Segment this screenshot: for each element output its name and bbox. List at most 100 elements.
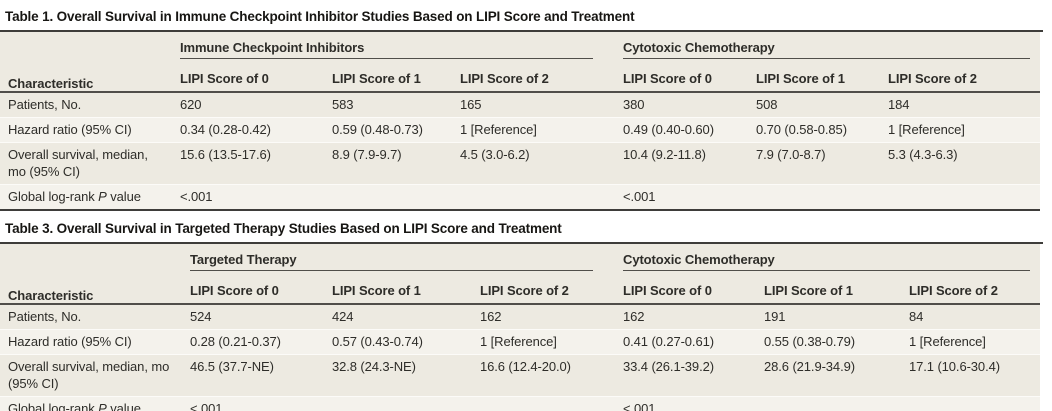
cell-value: 16.6 (12.4-20.0) [480,359,571,374]
row-patients: Patients, No. 620 583 165 380 508 184 [0,92,1041,118]
cell-value: 0.70 (0.58-0.85) [756,122,847,137]
cell-value: 28.6 (21.9-34.9) [764,359,855,374]
cell-value: 424 [332,309,354,324]
cell-value: 0.28 (0.21-0.37) [190,334,281,349]
cell-value: 8.9 (7.9-9.7) [332,147,402,162]
spanner-label: Immune Checkpoint Inhibitors [180,37,594,59]
cell-value: 184 [888,97,910,112]
col-header-tt-lipi-0: LIPI Score of 0 [182,271,324,305]
col-header-chemo-lipi-2: LIPI Score of 2 [880,59,1041,93]
cell-value [452,185,615,211]
table-3-title: Table 3. Overall Survival in Targeted Th… [5,221,562,236]
col-header-characteristic: Characteristic [0,244,182,305]
cell-value: 0.55 (0.38-0.79) [764,334,855,349]
column-header-row: LIPI Score of 0 LIPI Score of 1 LIPI Sco… [0,271,1041,305]
cell-value: 0.57 (0.43-0.74) [332,334,423,349]
row-hazard-ratio: Hazard ratio (95% CI) 0.34 (0.28-0.42) 0… [0,117,1041,143]
cell-value: 10.4 (9.2-11.8) [623,147,706,162]
col-header-ici-lipi-1: LIPI Score of 1 [324,59,452,93]
row-label-italic-p: P [98,401,107,411]
cell-value: 7.9 (7.0-8.7) [756,147,826,162]
col-header-ici-lipi-2: LIPI Score of 2 [452,59,616,93]
table-1-grid: Characteristic Immune Checkpoint Inhibit… [0,32,1041,211]
cell-value: 0.59 (0.48-0.73) [332,122,423,137]
spanner-row: Characteristic Targeted Therapy Cytotoxi… [0,244,1040,305]
spanner-label: Cytotoxic Chemotherapy [623,249,1031,271]
row-overall-survival: Overall survival, median, mo (95% CI) 46… [0,354,1041,397]
cell-value: 162 [480,309,502,324]
cell-value: 4.5 (3.0-6.2) [460,147,530,162]
row-label: Patients, No. [8,309,82,324]
col-header-ici-lipi-0: LIPI Score of 0 [172,59,324,93]
cell-value: 5.3 (4.3-6.3) [888,147,958,162]
row-overall-survival: Overall survival, median, mo (95% CI) 15… [0,142,1041,185]
cell-value [880,185,1040,211]
col-header-tt-lipi-2: LIPI Score of 2 [472,271,616,305]
cell-value [901,397,1040,411]
cell-value: 1 [Reference] [909,334,986,349]
row-label: Hazard ratio (95% CI) [8,334,132,349]
cell-value: 0.34 (0.28-0.42) [180,122,271,137]
cell-value: 46.5 (37.7-NE) [190,359,274,374]
table-1: Table 1. Overall Survival in Immune Chec… [0,9,1043,211]
table-3: Table 3. Overall Survival in Targeted Th… [0,214,1052,411]
cell-value: <.001 [180,189,213,204]
row-patients: Patients, No. 524 424 162 162 191 84 [0,304,1041,330]
cell-value: 17.1 (10.6-30.4) [909,359,1000,374]
cell-value: 162 [623,309,645,324]
cell-value: 0.49 (0.40-0.60) [623,122,714,137]
col-header-tt-lipi-1: LIPI Score of 1 [324,271,472,305]
row-global-log-rank: Global log-rank P value <.001 <.001 [0,396,1041,411]
row-label-text: Global log-rank [8,189,99,204]
row-label-text: value [106,189,141,204]
cell-value: 165 [460,97,482,112]
col-header-chemo-lipi-1: LIPI Score of 1 [756,271,902,305]
table-3-grid: Characteristic Targeted Therapy Cytotoxi… [0,244,1041,411]
row-label: Patients, No. [8,97,82,112]
cell-value: 84 [909,309,924,324]
table-1-title: Table 1. Overall Survival in Immune Chec… [5,9,635,24]
col-header-characteristic: Characteristic [0,32,172,93]
spanner-label: Cytotoxic Chemotherapy [623,37,1031,59]
cell-value: 1 [Reference] [888,122,965,137]
cell-value: 1 [Reference] [480,334,557,349]
row-label: Overall survival, median, mo (95% CI) [8,359,170,391]
row-label-text: Global log-rank [8,401,99,411]
cell-value: 524 [190,309,212,324]
title-rule [0,30,1043,32]
spanner-targeted-therapy: Targeted Therapy [182,244,615,271]
cell-value: <.001 [190,401,223,411]
row-label-italic-p: P [98,189,107,204]
cell-value [324,397,472,411]
spanner-label: Targeted Therapy [190,249,594,271]
row-label: Global log-rank P value [0,397,182,411]
spanner-row: Characteristic Immune Checkpoint Inhibit… [0,32,1040,93]
row-global-log-rank: Global log-rank P value <.001 <.001 [0,184,1041,211]
row-hazard-ratio: Hazard ratio (95% CI) 0.28 (0.21-0.37) 0… [0,329,1041,355]
cell-value: 33.4 (26.1-39.2) [623,359,714,374]
cell-value: 1 [Reference] [460,122,537,137]
cell-value: 32.8 (24.3-NE) [332,359,416,374]
row-label-text: value [106,401,141,411]
title-rule [0,242,1043,244]
cell-value [756,397,901,411]
col-header-chemo-lipi-1: LIPI Score of 1 [748,59,881,93]
spanner-cytotoxic-chemotherapy: Cytotoxic Chemotherapy [615,244,1040,271]
spanner-cytotoxic-chemotherapy: Cytotoxic Chemotherapy [615,32,1040,59]
cell-value [472,397,615,411]
row-label: Global log-rank P value [0,185,172,211]
column-header-row: LIPI Score of 0 LIPI Score of 1 LIPI Sco… [0,59,1041,93]
cell-value: 380 [623,97,645,112]
cell-value [748,185,880,211]
col-header-chemo-lipi-0: LIPI Score of 0 [615,271,757,305]
cell-value: <.001 [623,401,656,411]
col-header-chemo-lipi-0: LIPI Score of 0 [615,59,749,93]
col-header-chemo-lipi-2: LIPI Score of 2 [901,271,1041,305]
cell-value: 583 [332,97,354,112]
row-label: Overall survival, median, mo (95% CI) [8,147,148,179]
cell-value: 191 [764,309,786,324]
cell-value: 508 [756,97,778,112]
row-label: Hazard ratio (95% CI) [8,122,132,137]
cell-value: 0.41 (0.27-0.61) [623,334,714,349]
